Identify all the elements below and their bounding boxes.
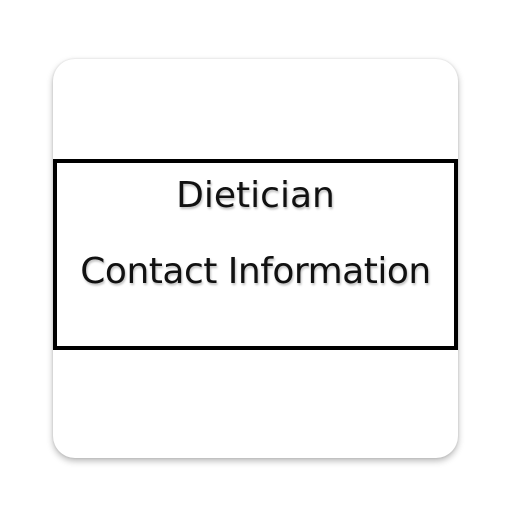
app-title-line-2: Contact Information — [80, 251, 431, 292]
app-icon-label-frame: Dietician Contact Information — [53, 159, 458, 350]
app-title-line-1: Dietician — [176, 175, 335, 216]
